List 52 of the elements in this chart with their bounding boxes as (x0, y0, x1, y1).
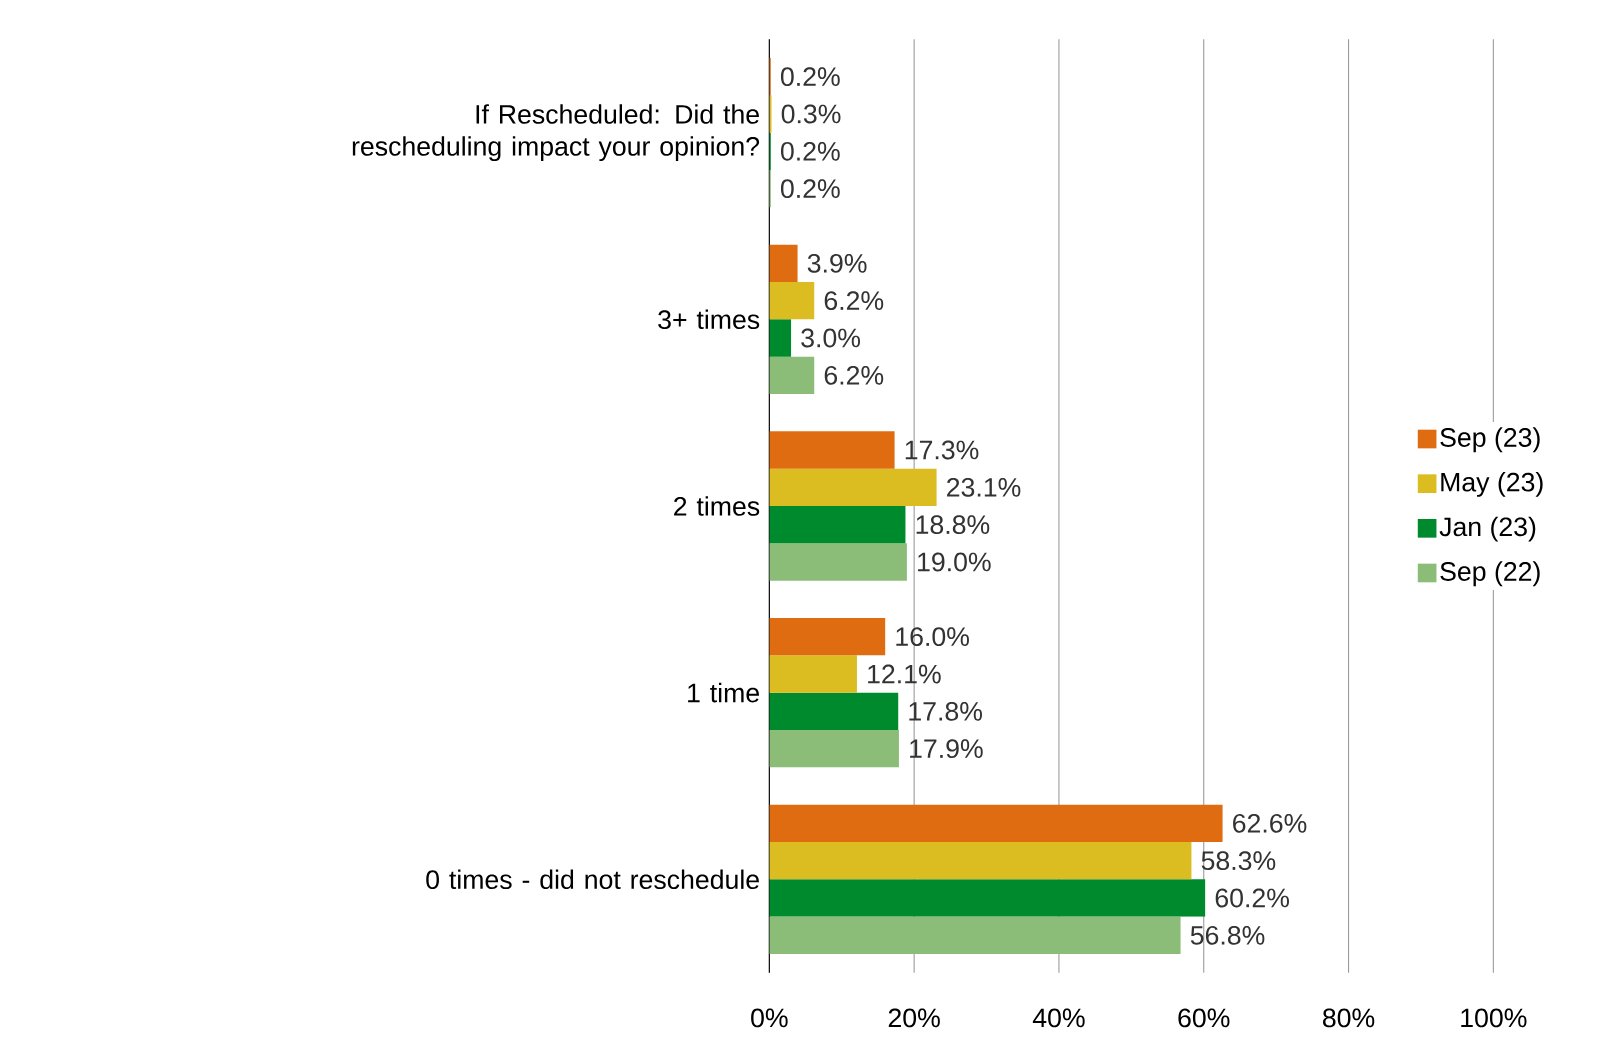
data-label: 0.3% (781, 104, 841, 124)
data-label: 0.2% (780, 67, 840, 87)
bar (769, 431, 895, 469)
data-label: 6.2% (824, 291, 884, 311)
data-label: 58.3% (1201, 851, 1276, 871)
bar (769, 730, 899, 768)
bar (769, 543, 907, 581)
x-tick-label: 80% (1323, 1008, 1375, 1028)
x-tick-label: 100% (1461, 1008, 1527, 1028)
data-label: 3.9% (807, 253, 867, 273)
data-label: 19.0% (918, 552, 991, 572)
x-tick-label: 20% (888, 1008, 940, 1028)
bar (769, 282, 815, 320)
bar (769, 617, 886, 656)
bar (769, 804, 1223, 842)
y-tick-label: 2 times (674, 496, 760, 516)
legend-label: Sep (23) (1440, 427, 1540, 453)
data-label: 17.9% (910, 739, 983, 759)
bar (769, 879, 1206, 917)
bar (769, 244, 798, 282)
data-label: 60.2% (1215, 888, 1289, 908)
y-tick-label: If Rescheduled: Did the rescheduling impact your opinion? (352, 104, 760, 162)
x-tick-label: 60% (1178, 1008, 1230, 1028)
data-label: 0.2% (780, 179, 840, 199)
data-label: 16.0% (896, 627, 969, 647)
bar (769, 319, 792, 357)
bar (769, 655, 857, 693)
data-label: 12.1% (868, 664, 941, 684)
data-label: 23.1% (947, 477, 1021, 497)
x-tick-label: 40% (1032, 1008, 1085, 1028)
data-label: 56.8% (1190, 925, 1265, 945)
data-label: 6.2% (824, 365, 884, 385)
y-tick-label: 0 times - did not reschedule (426, 869, 759, 890)
data-label: 3.0% (801, 328, 861, 348)
data-label: 0.2% (780, 141, 840, 161)
legend-label: Jan (23) (1439, 516, 1536, 542)
data-label: 18.8% (916, 515, 990, 535)
data-label: 62.6% (1233, 813, 1307, 833)
data-label: 17.3% (905, 440, 979, 460)
bar (769, 842, 1192, 880)
x-tick-label: 0% (751, 1008, 788, 1028)
legend-label: May (23) (1441, 472, 1543, 497)
data-label: 17.8% (909, 701, 983, 721)
bar (769, 356, 815, 394)
bar (769, 916, 1181, 954)
bar (769, 468, 937, 506)
bar (769, 692, 899, 730)
y-tick-label: 3+ times (658, 309, 760, 330)
bar (769, 506, 906, 544)
y-tick-label: 1 time (688, 682, 759, 703)
bar (769, 95, 772, 133)
legend-label: Sep (22) (1440, 561, 1540, 587)
